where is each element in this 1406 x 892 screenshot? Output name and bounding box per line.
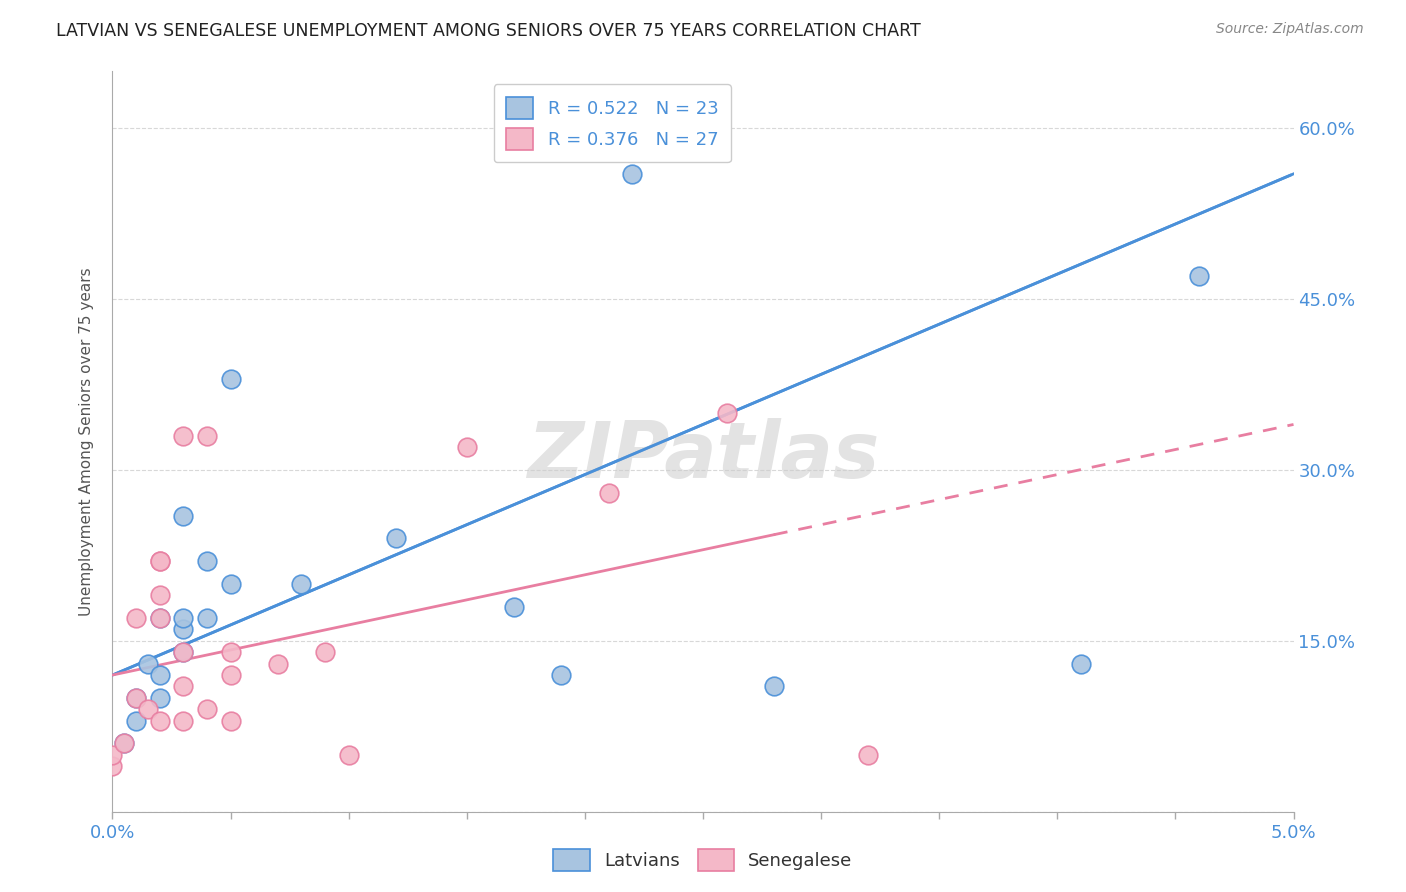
Legend: R = 0.522   N = 23, R = 0.376   N = 27: R = 0.522 N = 23, R = 0.376 N = 27 [494,84,731,162]
Point [456,440,478,454]
Point [1188,269,1211,284]
Point [219,645,242,659]
Point [172,429,194,443]
Point [195,611,218,625]
Point [598,485,620,500]
Point [101,747,124,762]
Point [385,532,408,546]
Point [172,645,194,659]
Point [172,680,194,694]
Point [172,508,194,523]
Point [136,702,159,716]
Point [314,645,336,659]
Point [149,668,172,682]
Point [172,645,194,659]
Point [195,429,218,443]
Text: Source: ZipAtlas.com: Source: ZipAtlas.com [1216,22,1364,37]
Point [172,714,194,728]
Y-axis label: Unemployment Among Seniors over 75 years: Unemployment Among Seniors over 75 years [79,268,94,615]
Point [101,759,124,773]
Point [337,747,360,762]
Point [550,668,572,682]
Point [219,577,242,591]
Point [149,611,172,625]
Point [267,657,290,671]
Point [149,690,172,705]
Point [858,747,880,762]
Point [503,599,526,614]
Point [112,736,135,750]
Point [290,577,312,591]
Point [621,167,644,181]
Point [125,690,148,705]
Point [149,554,172,568]
Point [112,736,135,750]
Point [762,680,785,694]
Point [219,372,242,386]
Legend: Latvians, Senegalese: Latvians, Senegalese [546,842,860,879]
Point [125,690,148,705]
Point [716,406,738,420]
Point [149,714,172,728]
Point [125,714,148,728]
Point [136,657,159,671]
Point [195,702,218,716]
Point [219,668,242,682]
Point [149,611,172,625]
Point [172,623,194,637]
Point [125,611,148,625]
Point [149,554,172,568]
Point [149,588,172,602]
Point [219,714,242,728]
Point [1070,657,1092,671]
Text: LATVIAN VS SENEGALESE UNEMPLOYMENT AMONG SENIORS OVER 75 YEARS CORRELATION CHART: LATVIAN VS SENEGALESE UNEMPLOYMENT AMONG… [56,22,921,40]
Point [172,611,194,625]
Text: ZIPatlas: ZIPatlas [527,418,879,494]
Point [195,554,218,568]
